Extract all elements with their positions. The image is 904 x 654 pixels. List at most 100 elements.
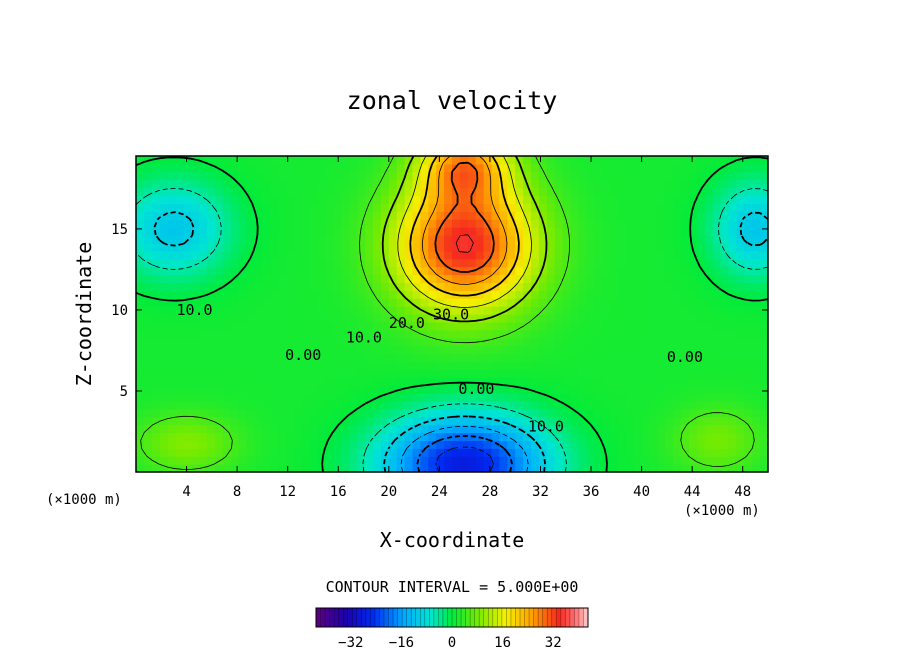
heatmap-cell xyxy=(309,306,319,315)
heatmap-cell xyxy=(704,464,714,472)
heatmap-cell xyxy=(357,448,366,457)
heatmap-cell xyxy=(673,274,682,283)
heatmap-cell xyxy=(523,345,532,355)
heatmap-cell xyxy=(649,282,658,291)
heatmap-cell xyxy=(689,290,698,299)
heatmap-cell xyxy=(183,345,192,355)
heatmap-cell xyxy=(752,258,761,268)
heatmap-cell xyxy=(325,424,335,434)
heatmap-cell xyxy=(720,424,730,434)
heatmap-cell xyxy=(357,219,366,228)
heatmap-cell xyxy=(230,408,240,418)
heatmap-cell xyxy=(301,400,311,410)
heatmap-cell xyxy=(309,385,319,394)
heatmap-cell xyxy=(665,211,674,220)
heatmap-cell xyxy=(649,416,658,426)
heatmap-cell xyxy=(467,250,477,260)
heatmap-cell xyxy=(744,156,753,165)
heatmap-cell xyxy=(633,171,643,181)
heatmap-cell xyxy=(475,321,485,331)
heatmap-cell xyxy=(317,400,327,410)
heatmap-cell xyxy=(412,235,421,244)
heatmap-cell xyxy=(301,377,311,386)
heatmap-cell xyxy=(262,298,271,307)
heatmap-cell xyxy=(681,258,690,268)
heatmap-cell xyxy=(436,353,445,362)
heatmap-cell xyxy=(325,416,335,426)
heatmap-cell xyxy=(459,211,469,220)
heatmap-cell xyxy=(373,400,382,410)
heatmap-cell xyxy=(199,203,208,212)
heatmap-cell xyxy=(641,242,651,252)
heatmap-cell xyxy=(286,416,295,426)
heatmap-cell xyxy=(744,242,753,252)
heatmap-cell xyxy=(531,274,540,283)
heatmap-cell xyxy=(349,227,358,236)
heatmap-cell xyxy=(317,448,327,457)
heatmap-cell xyxy=(570,329,579,339)
heatmap-cell xyxy=(222,187,232,197)
heatmap-cell xyxy=(420,179,429,189)
heatmap-cell xyxy=(578,361,587,370)
heatmap-cell xyxy=(373,361,382,370)
heatmap-cell xyxy=(207,361,216,370)
heatmap-cell xyxy=(151,298,161,307)
heatmap-cell xyxy=(301,306,311,315)
heatmap-cell xyxy=(199,258,208,268)
heatmap-cell xyxy=(436,156,445,165)
heatmap-cell xyxy=(325,211,335,220)
heatmap-cell xyxy=(191,424,200,434)
heatmap-cell xyxy=(238,227,248,236)
heatmap-cell xyxy=(515,400,524,410)
heatmap-cell xyxy=(341,464,350,472)
heatmap-cell xyxy=(515,211,524,220)
heatmap-cell xyxy=(436,306,445,315)
heatmap-cell xyxy=(665,306,674,315)
heatmap-cell xyxy=(254,211,263,220)
heatmap-cell xyxy=(380,385,390,394)
heatmap-cell xyxy=(136,464,145,472)
heatmap-cell xyxy=(515,361,524,370)
heatmap-cell xyxy=(183,171,192,181)
heatmap-cell xyxy=(641,195,651,204)
heatmap-cell xyxy=(475,416,485,426)
heatmap-cell xyxy=(444,235,453,244)
heatmap-cell xyxy=(215,298,224,307)
heatmap-cell xyxy=(665,187,674,197)
heatmap-cell xyxy=(515,416,524,426)
heatmap-cell xyxy=(736,385,745,394)
heatmap-cell xyxy=(404,345,414,355)
heatmap-cell xyxy=(531,282,540,291)
heatmap-cell xyxy=(294,203,303,212)
heatmap-cell xyxy=(333,282,342,291)
heatmap-cell xyxy=(396,171,406,181)
heatmap-cell xyxy=(278,171,287,181)
heatmap-cell xyxy=(357,345,366,355)
heatmap-cell xyxy=(317,242,327,252)
heatmap-cell xyxy=(744,464,753,472)
heatmap-cell xyxy=(357,266,366,276)
heatmap-cell xyxy=(238,266,248,276)
heatmap-cell xyxy=(594,258,603,268)
heatmap-cell xyxy=(278,195,287,204)
heatmap-cell xyxy=(570,464,579,472)
heatmap-cell xyxy=(475,306,485,315)
heatmap-cell xyxy=(388,187,398,197)
heatmap-cell xyxy=(388,250,398,260)
heatmap-cell xyxy=(475,187,485,197)
heatmap-cell xyxy=(578,408,587,418)
heatmap-cell xyxy=(720,266,730,276)
colorbar-swatch xyxy=(388,608,394,627)
heatmap-cell xyxy=(649,321,658,331)
colorbar-swatch xyxy=(379,608,385,627)
heatmap-cell xyxy=(278,219,287,228)
heatmap-cell xyxy=(594,171,603,181)
heatmap-cell xyxy=(349,242,358,252)
heatmap-cell xyxy=(294,219,303,228)
heatmap-cell xyxy=(143,345,153,355)
heatmap-cell xyxy=(444,163,453,173)
heatmap-cell xyxy=(665,179,674,189)
heatmap-cell xyxy=(641,456,651,465)
heatmap-cell xyxy=(207,345,216,355)
